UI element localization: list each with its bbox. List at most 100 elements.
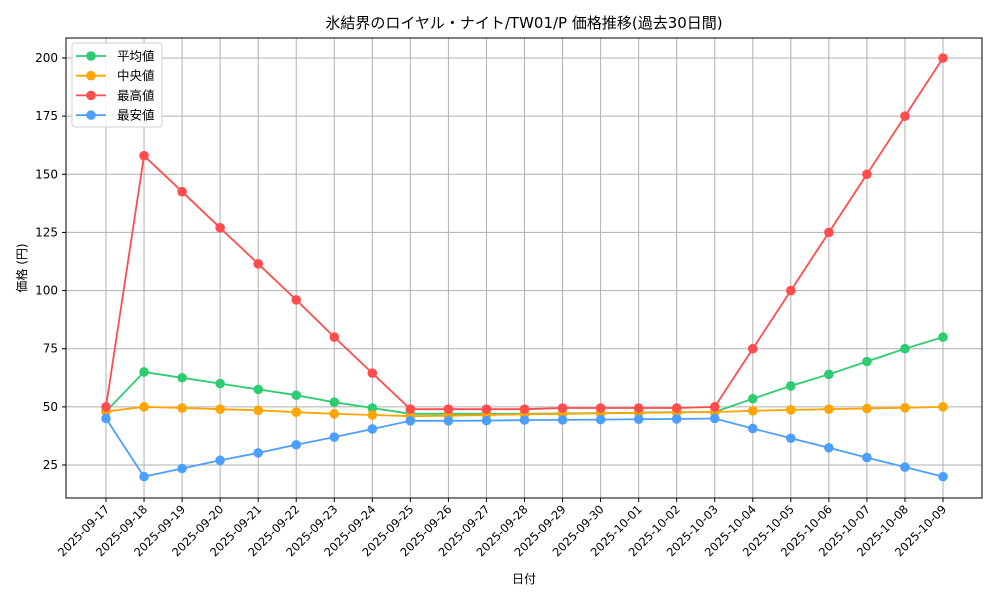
data-point [253,405,263,416]
data-point [938,53,948,63]
data-point [367,410,378,420]
data-point [215,378,225,389]
x-axis-label: 日付 [512,572,536,586]
data-point [481,415,492,426]
y-tick-label: 125 [35,225,58,239]
chart-title: 氷結界のロイヤル・ナイト/TW01/P 価格推移(過去30日間) [325,14,722,32]
data-point [291,390,302,401]
data-point [139,367,149,377]
data-point [405,404,416,414]
legend-label: 平均値 [117,49,155,64]
data-point [481,404,492,414]
data-point [253,448,263,458]
data-point [329,397,340,408]
legend-label: 中央値 [117,68,155,83]
data-point [747,393,758,404]
legend-item: 平均値 [76,49,155,64]
y-tick-label: 150 [35,167,58,181]
legend-label: 最安値 [117,108,155,123]
data-point [900,462,910,472]
data-point [862,169,872,180]
data-point [253,384,263,395]
data-point [862,452,872,463]
data-point [862,356,872,367]
grid-lines [66,38,982,498]
data-point [595,414,606,425]
data-point [443,416,454,426]
data-point [291,439,302,450]
data-point [671,403,682,413]
data-point [177,463,187,474]
data-point [139,150,149,161]
y-axis: 25 50 75 100 125 150 175 200 [35,51,66,472]
data-point [938,402,948,412]
data-point [177,403,187,413]
series-3 [101,413,948,482]
data-point [709,413,720,424]
data-point [557,403,568,413]
data-point [253,259,263,269]
data-point [177,372,187,383]
legend-marker-icon [86,51,96,61]
data-point [595,403,606,413]
data-point [786,433,796,444]
series-2 [101,53,948,414]
series-group [101,53,948,482]
y-tick-label: 50 [43,400,58,414]
legend-item: 最高値 [76,88,155,103]
data-point [329,332,340,342]
y-tick-label: 25 [43,458,58,472]
data-point [786,381,796,391]
data-point [862,403,872,414]
data-point [519,415,530,425]
legend-marker-icon [86,110,96,120]
legend-item: 最安値 [76,108,155,123]
data-point [215,455,225,466]
data-point [900,343,910,354]
data-point [709,402,720,412]
data-point [215,404,225,414]
data-point [824,369,834,380]
data-point [139,402,149,412]
data-point [557,415,568,425]
data-point [824,227,834,238]
y-tick-label: 75 [43,342,58,356]
data-point [291,407,302,418]
y-tick-label: 175 [35,109,58,123]
data-point [291,295,302,305]
y-axis-label: 価格 (円) [14,243,29,292]
data-point [938,471,948,482]
data-point [824,442,834,453]
legend-label: 最高値 [117,88,155,103]
y-tick-label: 100 [35,284,58,298]
data-point [405,416,416,426]
data-point [747,343,758,354]
data-point [367,368,378,378]
data-point [367,403,378,413]
data-point [633,414,644,424]
data-point [329,432,340,442]
legend-item: 中央値 [76,68,155,83]
y-tick-label: 200 [35,51,58,65]
data-point [101,413,111,424]
data-point [747,423,758,434]
data-point [671,414,682,424]
legend-marker-icon [86,90,96,101]
data-point [101,402,111,412]
legend-marker-icon [86,70,96,81]
data-point [938,332,948,342]
x-axis: 2025-09-172025-09-182025-09-192025-09-20… [55,498,949,559]
data-point [747,406,758,416]
data-point [177,186,187,197]
data-point [139,471,149,482]
data-point [786,405,796,415]
data-point [329,409,340,419]
data-point [824,404,834,414]
data-point [900,111,910,121]
data-point [786,285,796,296]
data-point [900,402,910,413]
data-point [443,404,454,414]
data-point [519,404,530,414]
